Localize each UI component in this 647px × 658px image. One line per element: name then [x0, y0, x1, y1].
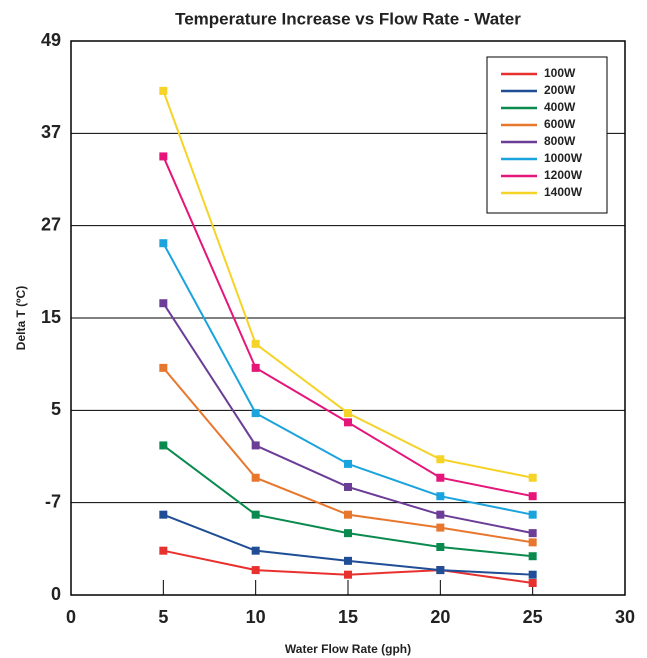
data-point [251, 409, 260, 418]
data-point [436, 473, 445, 482]
data-point [251, 510, 260, 519]
data-point [344, 556, 352, 565]
data-point [436, 455, 445, 464]
chart-title: Temperature Increase vs Flow Rate - Wate… [175, 9, 521, 28]
y-tick-label: 15 [41, 307, 61, 327]
x-tick-label: 5 [158, 607, 168, 627]
data-point [251, 566, 260, 575]
y-tick-label: 49 [41, 30, 61, 50]
data-point [436, 510, 445, 519]
series-line [162, 156, 533, 498]
legend-label: 1000W [544, 151, 583, 165]
data-point [528, 473, 537, 482]
legend-label: 200W [544, 83, 576, 97]
data-point [159, 441, 168, 450]
legend-label: 800W [544, 134, 576, 148]
data-point [528, 538, 537, 547]
legend-box [486, 56, 608, 214]
data-point [159, 363, 168, 372]
data-point [159, 239, 168, 248]
data-point [344, 418, 352, 427]
data-point [344, 482, 352, 491]
x-tick-label: 10 [246, 607, 266, 627]
series-line [162, 513, 533, 576]
data-point [344, 459, 352, 468]
data-point [528, 570, 537, 579]
series-line [162, 302, 533, 535]
data-point [159, 546, 168, 555]
data-point [528, 492, 537, 501]
legend-label: 1400W [544, 185, 583, 199]
y-axis-label: Delta T (ºC) [14, 286, 28, 350]
data-point [251, 546, 260, 555]
data-point [159, 152, 168, 161]
legend-label: 100W [544, 66, 576, 80]
x-tick-label: 20 [430, 607, 450, 627]
data-point [436, 566, 445, 575]
data-point [251, 441, 260, 450]
data-point [528, 552, 537, 561]
data-point [344, 529, 352, 538]
data-point [251, 473, 260, 482]
data-point [436, 492, 445, 501]
y-tick-label: 27 [41, 214, 61, 234]
data-point [528, 578, 537, 587]
data-point [344, 510, 352, 519]
x-tick-label: 30 [615, 607, 635, 627]
data-point [528, 529, 537, 538]
legend-label: 600W [544, 117, 576, 131]
data-point [251, 363, 260, 372]
legend-label: 400W [544, 100, 576, 114]
data-point [159, 86, 168, 95]
x-axis-label: Water Flow Rate (gph) [285, 642, 411, 656]
legend-label: 1200W [544, 168, 583, 182]
y-tick-label: -7 [45, 491, 61, 511]
x-tick-label: 25 [523, 607, 543, 627]
data-point [436, 523, 445, 532]
data-point [344, 570, 352, 579]
data-point [159, 510, 168, 519]
y-tick-label: 5 [51, 399, 61, 419]
data-point [436, 542, 445, 551]
data-point [159, 299, 168, 308]
y-tick-label: 37 [41, 122, 61, 142]
data-point [344, 409, 352, 418]
x-tick-label: 0 [66, 607, 76, 627]
y-tick-label: 0 [51, 584, 61, 604]
x-tick-label: 15 [338, 607, 358, 627]
data-point [251, 339, 260, 348]
data-point [528, 510, 537, 519]
